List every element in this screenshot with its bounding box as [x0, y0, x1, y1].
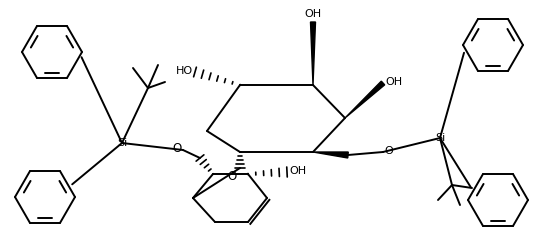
Text: O: O — [384, 146, 393, 156]
Polygon shape — [345, 81, 385, 118]
Text: OH: OH — [385, 77, 402, 87]
Text: OH: OH — [305, 9, 322, 19]
Text: OH: OH — [289, 166, 306, 176]
Text: Si: Si — [117, 138, 127, 148]
Text: O: O — [228, 170, 237, 183]
Polygon shape — [313, 152, 348, 158]
Polygon shape — [311, 22, 316, 85]
Text: O: O — [173, 142, 182, 155]
Text: HO: HO — [176, 66, 193, 76]
Text: Si: Si — [435, 133, 445, 143]
